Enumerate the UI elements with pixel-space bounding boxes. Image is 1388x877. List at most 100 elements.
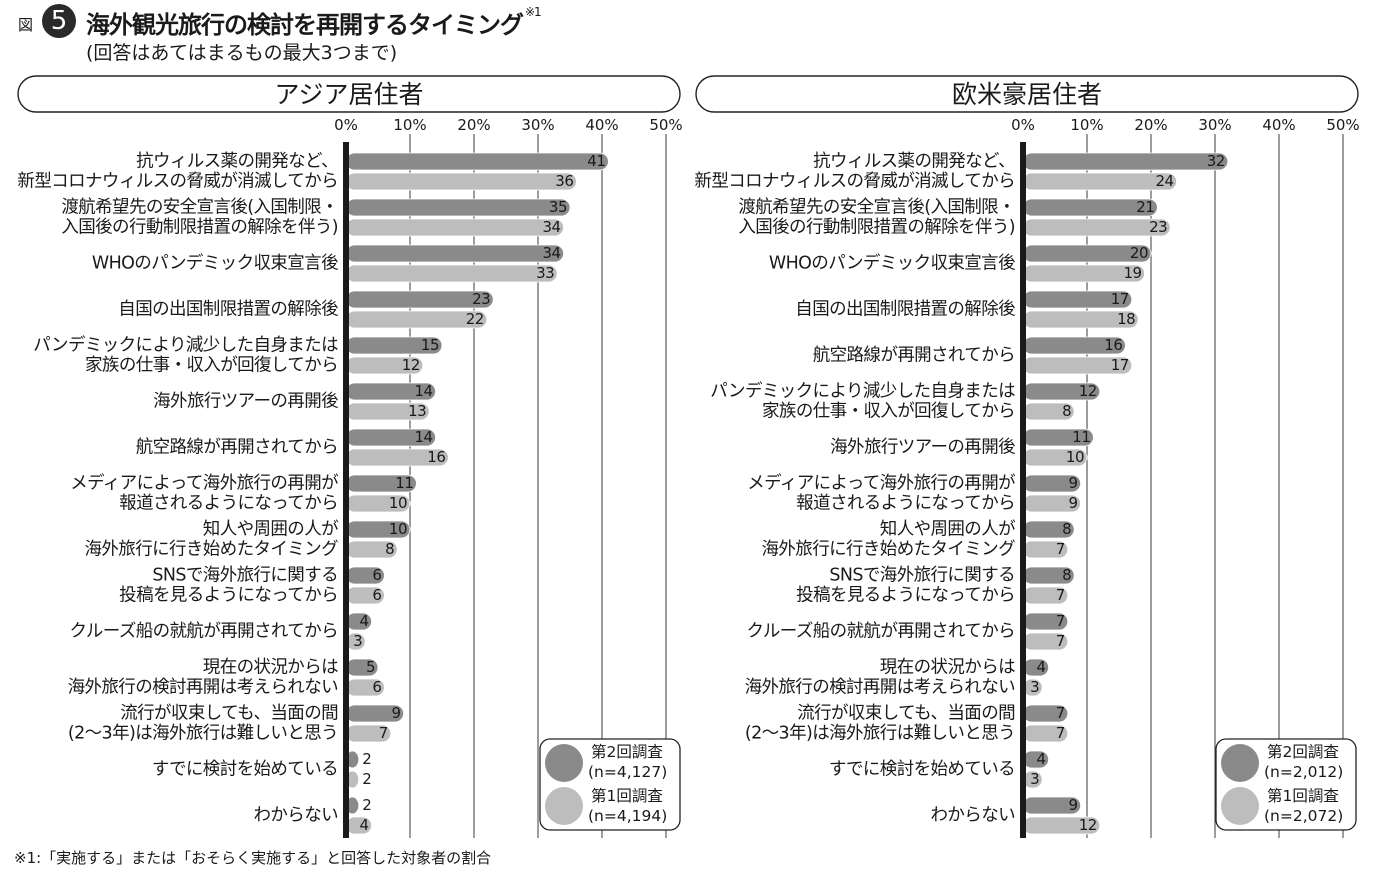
bar-value-label: 17 <box>1111 290 1129 308</box>
bar-value-label: 3 <box>353 632 362 650</box>
bar-first-survey <box>345 218 565 237</box>
category-label: わからない <box>931 806 1016 826</box>
bars-group: 4136353434332322151214131416111010866435… <box>345 152 609 835</box>
bar-value-label: 41 <box>587 152 605 170</box>
figure-title-text: 海外観光旅行の検討を再開するタイミング <box>86 11 524 39</box>
category-label: 海外旅行ツアーの再開後 <box>830 438 1016 458</box>
category-label: 現在の状況からは <box>203 658 338 678</box>
bar-second-survey <box>345 198 571 217</box>
legend-label-first: 第1回調査 <box>1267 787 1339 805</box>
bar-value-label: 3 <box>1030 770 1039 788</box>
bar-value-label: 4 <box>1037 750 1046 768</box>
bar-value-label: 4 <box>360 816 369 834</box>
category-label: すでに検討を始めている <box>152 760 338 780</box>
legend-sample-second: (n=2,012) <box>1264 763 1343 781</box>
category-label: 抗ウィルス薬の開発など、 <box>813 152 1015 172</box>
bar-value-label: 14 <box>415 382 433 400</box>
bar-value-label: 3 <box>1030 678 1039 696</box>
bar-value-label: 9 <box>1069 796 1078 814</box>
category-label: 投稿を見るようになってから <box>119 586 338 606</box>
category-label: 海外旅行ツアーの再開後 <box>153 392 339 412</box>
bar-value-label: 19 <box>1124 264 1142 282</box>
category-label: 流行が収束しても、当面の間 <box>120 704 338 724</box>
category-label: 知人や周囲の人が <box>880 520 1016 540</box>
legend-label-first: 第1回調査 <box>591 787 663 805</box>
category-label: 航空路線が再開されてから <box>136 438 338 458</box>
bar-value-label: 33 <box>536 264 554 282</box>
bar-value-label: 13 <box>408 402 426 420</box>
category-label: (2〜3年)は海外旅行は難しいと思う <box>745 724 1015 744</box>
legend-sample-first: (n=2,072) <box>1264 807 1343 825</box>
chart-title-pill <box>17 75 681 113</box>
tick-label: 10% <box>393 116 426 134</box>
category-label: クルーズ船の就航が再開されてから <box>747 622 1015 642</box>
category-label: パンデミックにより減少した自身または <box>33 335 338 356</box>
bar-value-label: 8 <box>1062 520 1071 538</box>
legend-sample-first: (n=4,194) <box>588 807 667 825</box>
bar-value-label: 22 <box>466 310 484 328</box>
legend-swatch-first <box>1221 787 1259 825</box>
legend-label-second: 第2回調査 <box>1267 743 1339 761</box>
bar-value-label: 4 <box>360 612 369 630</box>
figure-subtitle: (回答はあてはまるもの最大3つまで) <box>86 42 398 64</box>
bar-value-label: 32 <box>1207 152 1225 170</box>
category-label: 報道されるようになってから <box>119 494 338 514</box>
bar-value-label: 7 <box>1056 724 1065 742</box>
chart-title-pill <box>695 75 1359 113</box>
bar-value-label: 8 <box>1062 566 1071 584</box>
bar-first-survey <box>345 172 577 191</box>
bar-value-label: 2 <box>362 796 371 814</box>
bar-value-label: 10 <box>389 520 407 538</box>
category-label: 自国の出国制限措置の解除後 <box>795 300 1016 320</box>
bar-value-label: 18 <box>1117 310 1135 328</box>
tick-label: 20% <box>1134 116 1167 134</box>
bar-value-label: 7 <box>1056 632 1065 650</box>
category-label: 海外旅行の検討再開は考えられない <box>745 678 1015 698</box>
legend-sample-second: (n=4,127) <box>588 763 667 781</box>
legend-label-second: 第2回調査 <box>591 743 663 761</box>
bar-value-label: 12 <box>402 356 420 374</box>
tick-label: 50% <box>649 116 682 134</box>
bar-value-label: 36 <box>555 172 573 190</box>
bar-value-label: 11 <box>1072 428 1090 446</box>
tick-label: 30% <box>521 116 554 134</box>
bar-value-label: 9 <box>1069 474 1078 492</box>
category-label: 航空路線が再開されてから <box>813 346 1015 366</box>
figure-title-note: ※1 <box>525 5 542 19</box>
bar-value-label: 12 <box>1079 816 1097 834</box>
bar-second-survey <box>345 244 565 263</box>
category-label: 新型コロナウィルスの脅威が消滅してから <box>17 172 338 192</box>
bar-value-label: 14 <box>415 428 433 446</box>
bars-group: 3224212320191718161712811109987877743774… <box>1022 152 1229 835</box>
bar-value-label: 11 <box>395 474 413 492</box>
category-label: 海外旅行に行き始めたタイミング <box>762 540 1016 560</box>
bar-value-label: 20 <box>1130 244 1148 262</box>
category-label: すでに検討を始めている <box>829 760 1015 780</box>
figure-number-badge: 5 <box>42 4 76 38</box>
bar-value-label: 6 <box>372 566 381 584</box>
legend-swatch-second <box>1221 744 1259 782</box>
category-label: 海外旅行の検討再開は考えられない <box>68 678 338 698</box>
bar-value-label: 24 <box>1156 172 1174 190</box>
figure-header: 図 5 海外観光旅行の検討を再開するタイミング ※1 (回答はあてはまるもの最大3… <box>0 0 1388 70</box>
category-label: メディアによって海外旅行の再開が <box>70 473 339 494</box>
category-label: 入国後の行動制限措置の解除を伴う) <box>61 218 338 238</box>
bar-value-label: 35 <box>549 198 567 216</box>
bar-value-label: 34 <box>543 244 561 262</box>
category-label: SNSで海外旅行に関する <box>829 566 1015 586</box>
category-label: 流行が収束しても、当面の間 <box>797 704 1015 724</box>
category-label: 抗ウィルス薬の開発など、 <box>136 152 338 172</box>
bar-value-label: 15 <box>421 336 439 354</box>
legend: 第2回調査 (n=4,127) 第1回調査 (n=4,194) <box>539 738 681 831</box>
category-label: 新型コロナウィルスの脅威が消滅してから <box>694 172 1015 192</box>
category-label: わからない <box>254 806 339 826</box>
legend: 第2回調査 (n=2,012) 第1回調査 (n=2,072) <box>1215 738 1357 831</box>
category-label: 家族の仕事・収入が回復してから <box>762 402 1015 422</box>
category-label: 自国の出国制限措置の解除後 <box>118 300 339 320</box>
tick-label: 0% <box>1011 116 1035 134</box>
bar-value-label: 2 <box>362 750 371 768</box>
bar-first-survey <box>345 264 558 283</box>
chart-title: アジア居住者 <box>274 80 423 109</box>
bar-value-label: 7 <box>1056 586 1065 604</box>
